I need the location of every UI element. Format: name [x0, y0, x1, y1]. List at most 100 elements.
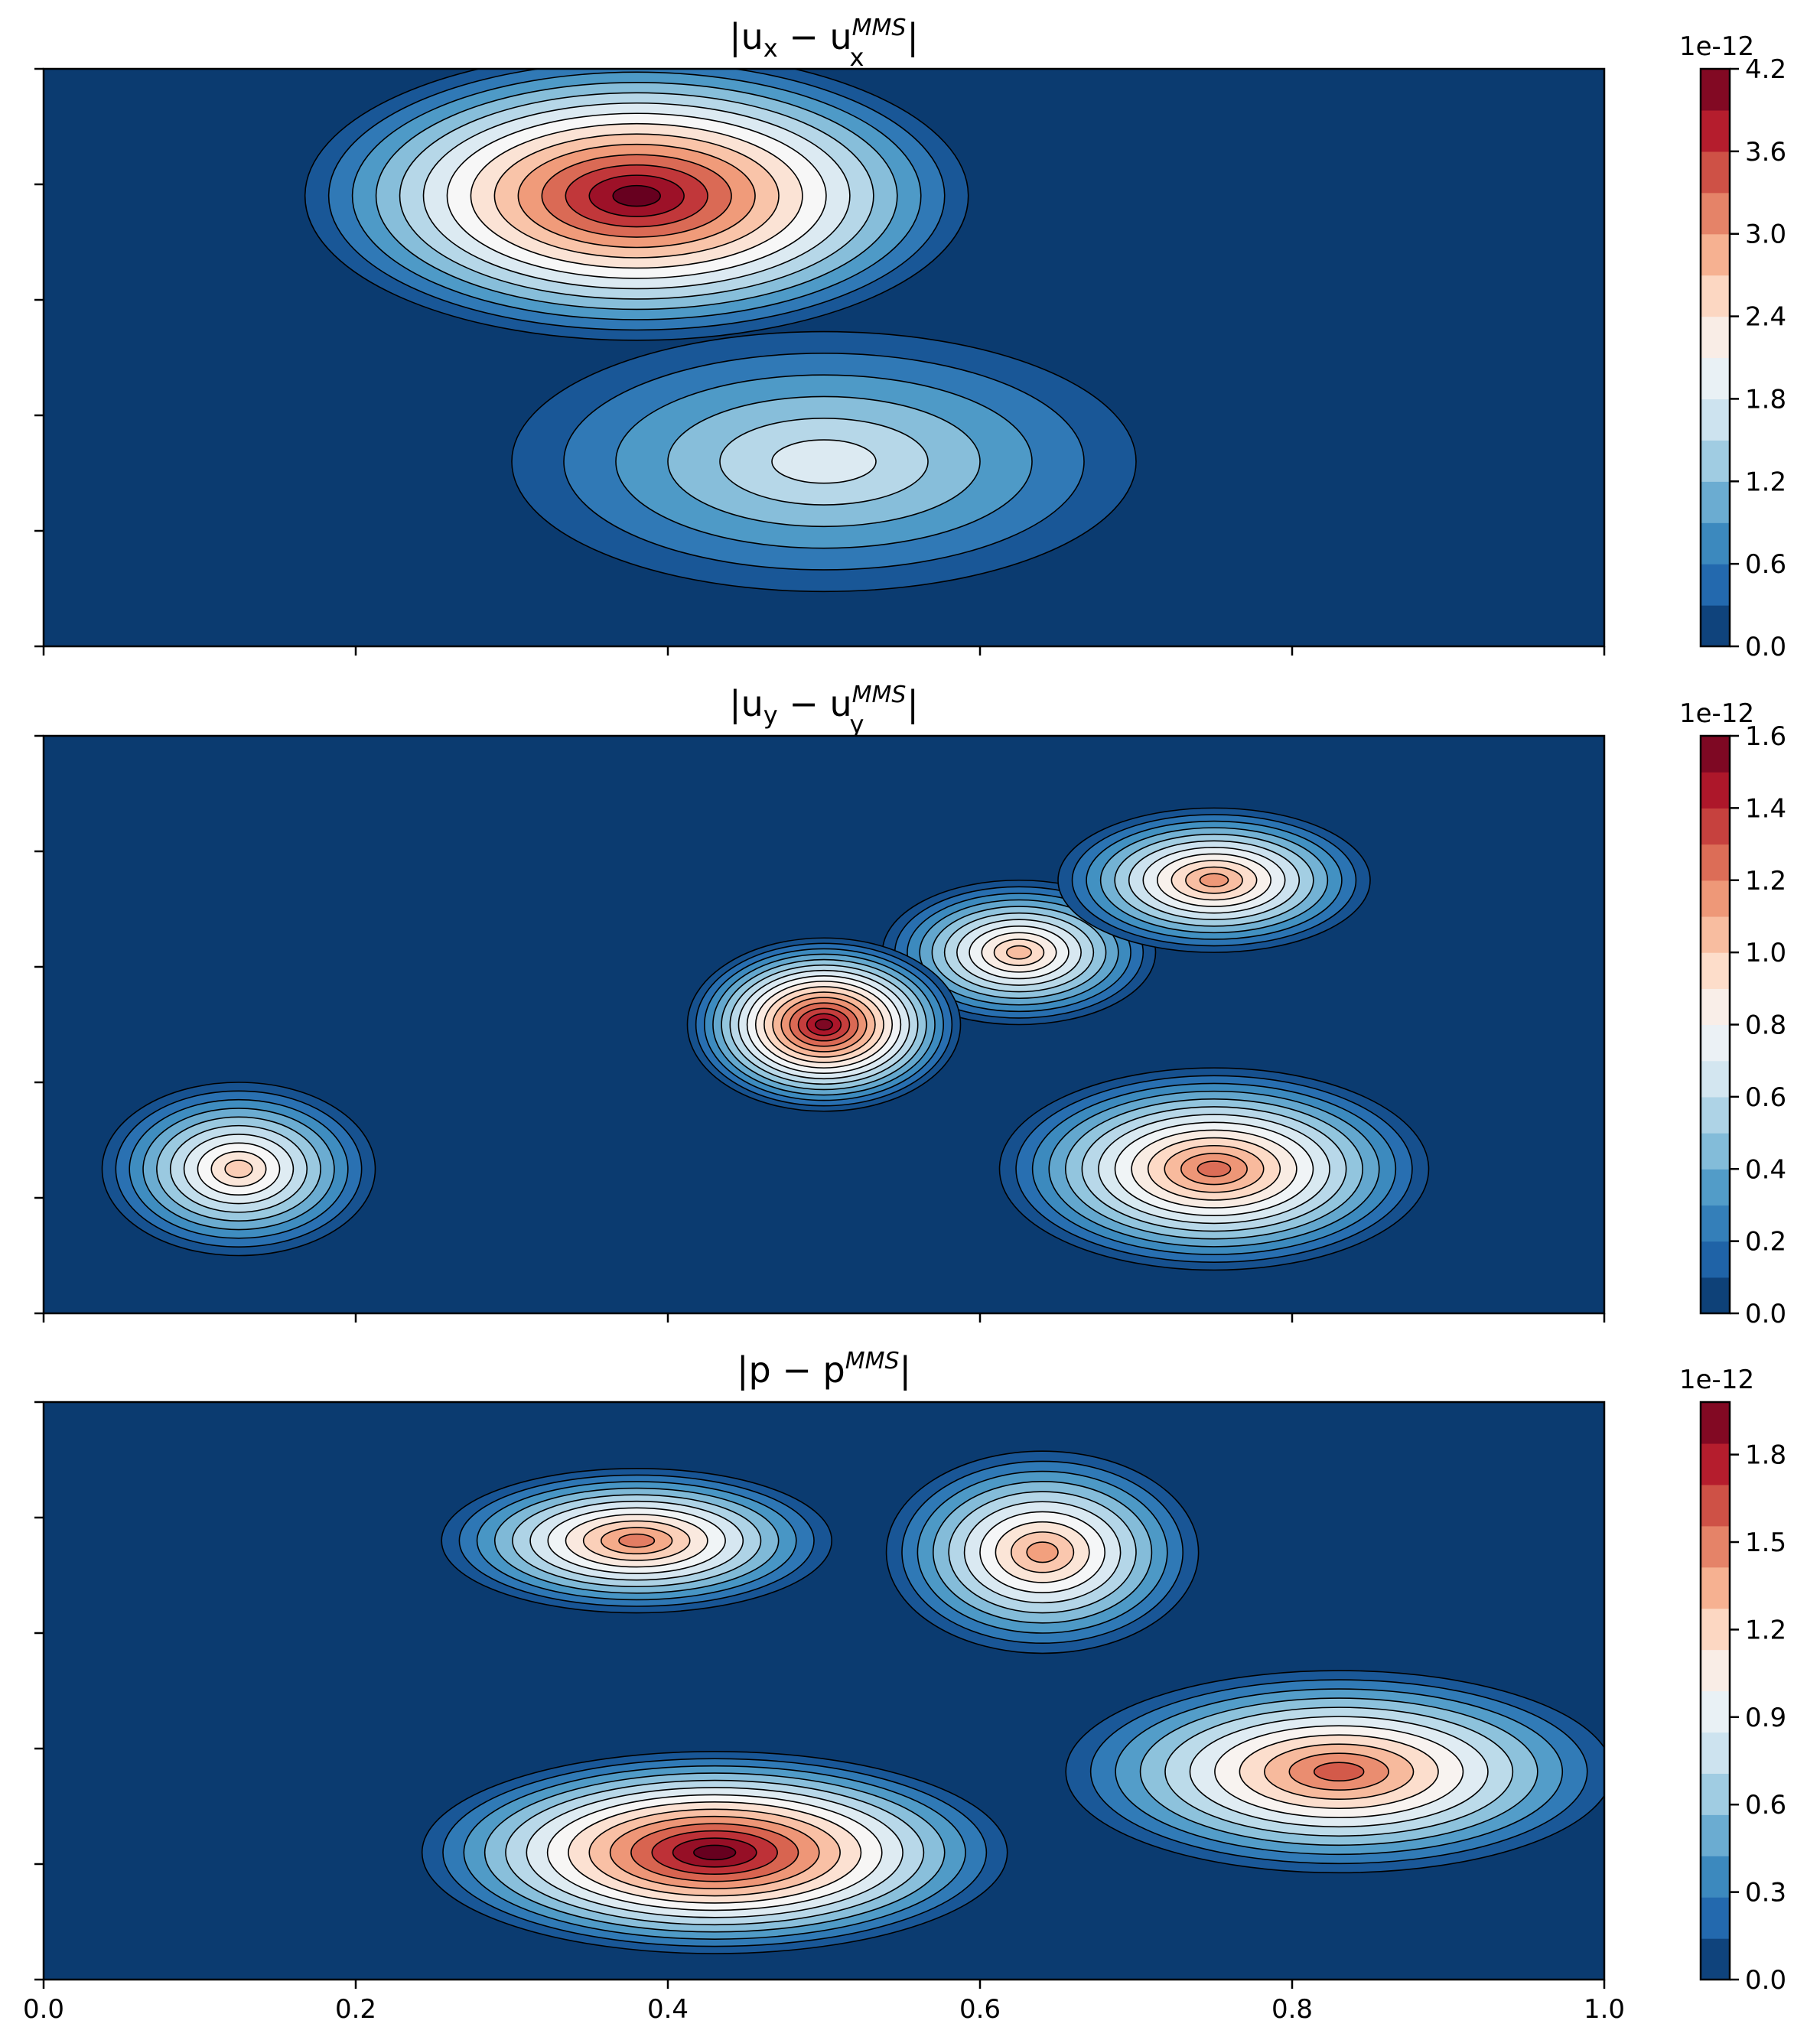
colorbar-level: [1701, 69, 1730, 111]
colorbar-level: [1701, 1897, 1730, 1939]
colorbar-level: [1701, 1205, 1730, 1242]
colorbar-tick-label: 3.0: [1745, 220, 1786, 250]
colorbar-tick-label: 1.8: [1745, 1440, 1786, 1471]
colorbar-tick-label: 1.2: [1745, 866, 1786, 896]
colorbar-level: [1701, 1277, 1730, 1314]
colorbar-tick-label: 0.3: [1745, 1878, 1786, 1908]
colorbar-level: [1701, 1649, 1730, 1692]
colorbar-level: [1701, 440, 1730, 482]
colorbar-tick-label: 0.4: [1745, 1154, 1786, 1185]
x-axis: [42, 1313, 1606, 1323]
x-tick-label: 0.4: [647, 1994, 689, 2025]
colorbar-level: [1701, 1525, 1730, 1568]
contour-field: [44, 1402, 1604, 1980]
x-axis: [42, 646, 1606, 656]
colorbar: 1e-12 0.0 0.2 0.4 0.6 0.8 1.0 1.2 1.4 1.6: [1679, 698, 1786, 1329]
colorbar: 1e-12 0.0 0.6 1.2 1.8 2.4 3.0 3.6 4.2: [1679, 31, 1786, 662]
panel-p: |p − pMMS| 0.0 0.2 0.4 0.6 0.8 1.0 1e-12 0.00…: [23, 1348, 1786, 2025]
colorbar-frame: [1699, 67, 1731, 648]
colorbar-level: [1701, 192, 1730, 235]
colorbar-level: [1701, 1060, 1730, 1098]
x-tick-label: 0.6: [959, 1994, 1001, 2025]
colorbar-tick-label: 0.8: [1745, 1010, 1786, 1041]
contour-band: [1313, 1762, 1365, 1782]
colorbar-level: [1701, 1133, 1730, 1170]
colorbar-tick-label: 0.0: [1745, 632, 1786, 662]
contour-band: [1026, 1541, 1059, 1563]
colorbar-level: [1701, 1938, 1730, 1980]
colorbar-tick-label: 1.6: [1745, 721, 1786, 752]
colorbar-level: [1701, 736, 1730, 773]
plot-frame: [42, 67, 1606, 648]
colorbar-tick-label: 0.2: [1745, 1227, 1786, 1258]
colorbar-level: [1701, 1169, 1730, 1206]
colorbar-tick-label: 1.2: [1745, 467, 1786, 497]
colorbar-level: [1701, 1773, 1730, 1815]
contour-band: [693, 1844, 737, 1861]
colorbar-level: [1701, 1856, 1730, 1898]
contour-band: [612, 184, 661, 207]
contour-band: [1199, 873, 1229, 888]
contour-band: [815, 1018, 833, 1031]
colorbar-level: [1701, 605, 1730, 647]
colorbar-level: [1701, 151, 1730, 194]
panel-ux: |ux − uMMS x | 1e-12 0.0 0.6 1.2 1.8 2.4 3.0 3.6…: [34, 15, 1786, 662]
colorbar-level: [1701, 316, 1730, 359]
panel-title: |uy − uMMS y |: [729, 682, 919, 739]
colorbar-tick-label: 1.2: [1745, 1615, 1786, 1645]
colorbar-tick-label: 0.0: [1745, 1299, 1786, 1329]
contour-band: [771, 439, 877, 484]
colorbar-level: [1701, 1567, 1730, 1609]
colorbar-level: [1701, 1402, 1730, 1444]
panel-title: |ux − uMMS x |: [729, 15, 919, 72]
colorbar-level: [1701, 233, 1730, 276]
colorbar-level: [1701, 880, 1730, 917]
panel-uy: |uy − uMMS y | 1e-12 0.0 0.2 0.4 0.6 0.8 1.0 1.2…: [34, 682, 1786, 1329]
colorbar-level: [1701, 808, 1730, 845]
x-tick-label: 1.0: [1584, 1994, 1625, 2025]
colorbar-level: [1701, 522, 1730, 564]
colorbar-offset: 1e-12: [1679, 698, 1754, 729]
colorbar-offset: 1e-12: [1679, 31, 1754, 62]
x-tick-label: 0.0: [23, 1994, 64, 2025]
y-axis: [34, 67, 44, 648]
x-tick-label: 0.8: [1271, 1994, 1313, 2025]
contour-band: [1005, 945, 1033, 960]
colorbar-level: [1701, 952, 1730, 989]
colorbar-tick-label: 0.6: [1745, 1082, 1786, 1113]
colorbar-tick-label: 0.0: [1745, 1965, 1786, 1996]
colorbar-tick-label: 0.6: [1745, 1790, 1786, 1820]
colorbar-level: [1701, 1241, 1730, 1278]
colorbar-tick-label: 1.5: [1745, 1528, 1786, 1558]
x-tick-label: 0.2: [335, 1994, 376, 2025]
colorbar-level: [1701, 109, 1730, 152]
colorbar-level: [1701, 399, 1730, 441]
colorbar-level: [1701, 1814, 1730, 1856]
plot-frame: [42, 1401, 1606, 1981]
colorbar-level: [1701, 1024, 1730, 1062]
y-axis: [34, 734, 44, 1315]
y-axis: [34, 1401, 44, 1981]
contour-field: [44, 69, 1604, 646]
colorbar-level: [1701, 988, 1730, 1026]
colorbar-level: [1701, 1096, 1730, 1134]
colorbar-frame: [1699, 1401, 1731, 1981]
colorbar-level: [1701, 1690, 1730, 1733]
colorbar-level: [1701, 481, 1730, 523]
colorbar-level: [1701, 1608, 1730, 1651]
colorbar-level: [1701, 564, 1730, 606]
contour-band: [618, 1533, 656, 1548]
colorbar-level: [1701, 357, 1730, 400]
contour-field: [44, 736, 1604, 1313]
x-axis: 0.0 0.2 0.4 0.6 0.8 1.0: [23, 1980, 1625, 2025]
colorbar-tick-label: 3.6: [1745, 137, 1786, 168]
colorbar-tick-label: 0.9: [1745, 1703, 1786, 1733]
colorbar-level: [1701, 844, 1730, 881]
colorbar: 1e-12 0.0 0.3 0.6 0.9 1.2 1.5 1.8: [1679, 1365, 1786, 1996]
colorbar-level: [1701, 275, 1730, 317]
colorbar-level: [1701, 1732, 1730, 1774]
contour-band: [224, 1160, 253, 1179]
colorbar-tick-label: 2.4: [1745, 302, 1786, 333]
colorbar-tick-label: 0.6: [1745, 549, 1786, 580]
